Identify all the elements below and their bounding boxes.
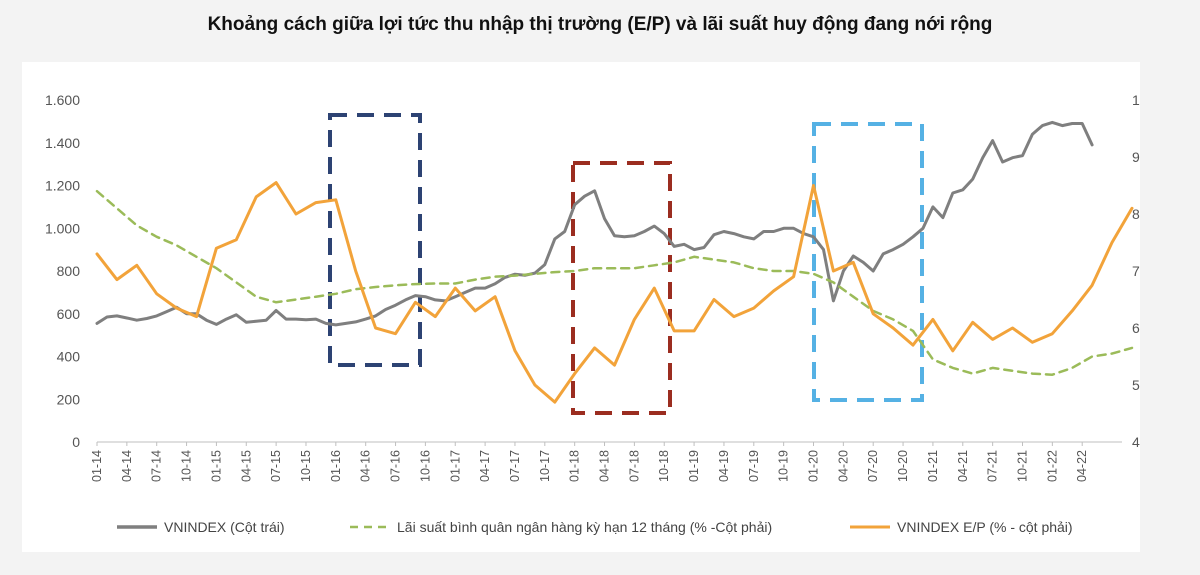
right-tick-label: 5%	[1132, 377, 1140, 393]
right-tick-label: 10%	[1132, 92, 1140, 108]
x-tick-label: 07-21	[986, 450, 1000, 482]
x-tick-label: 10-20	[896, 450, 910, 482]
highlight-box-2016	[328, 113, 422, 367]
series-vnindex	[95, 120, 1094, 327]
left-tick-label: 0	[72, 434, 80, 450]
x-tick-label: 01-16	[329, 450, 343, 482]
x-tick-label: 04-22	[1075, 450, 1089, 482]
x-tick-label: 01-22	[1045, 450, 1059, 482]
x-tick-label: 10-15	[299, 450, 313, 482]
legend: VNINDEX (Cột trái) Lãi suất bình quân ng…	[117, 519, 1073, 535]
legend-label-vnindex: VNINDEX (Cột trái)	[164, 519, 285, 535]
right-axis-ticks: 4% 5% 6% 7% 8% 9% 10%	[1132, 92, 1140, 450]
x-tick-label: 07-20	[866, 450, 880, 482]
right-tick-label: 9%	[1132, 149, 1140, 165]
x-tick-label: 10-14	[180, 450, 194, 482]
left-tick-label: 1.000	[45, 220, 80, 236]
x-tick-label: 07-16	[389, 450, 403, 482]
x-tick-label: 07-14	[150, 450, 164, 482]
left-tick-label: 1.400	[45, 135, 80, 151]
highlight-boxes	[328, 113, 924, 415]
highlight-box-2018	[571, 161, 672, 415]
x-tick-label: 07-17	[508, 450, 522, 482]
x-tick-label: 04-16	[359, 450, 373, 482]
x-tick-label: 10-19	[777, 450, 791, 482]
left-tick-label: 600	[57, 306, 81, 322]
x-tick-label: 01-14	[90, 450, 104, 482]
x-tick-label: 10-18	[657, 450, 671, 482]
legend-label-deposit-rate: Lãi suất bình quân ngân hàng kỳ hạn 12 t…	[397, 519, 772, 535]
left-tick-label: 1.200	[45, 178, 80, 194]
line-chart: 0 200 400 600 800 1.000 1.200 1.400 1.600 4% 5% 6%…	[45, 92, 1140, 535]
left-tick-label: 400	[57, 349, 81, 365]
x-tick-label: 01-15	[209, 450, 223, 482]
right-tick-label: 7%	[1132, 263, 1140, 279]
left-axis-ticks: 0 200 400 600 800 1.000 1.200 1.400 1.600	[45, 92, 80, 450]
x-tick-label: 04-19	[717, 450, 731, 482]
x-tick-label: 04-15	[239, 450, 253, 482]
x-tick-label: 04-20	[836, 450, 850, 482]
x-tick-label: 10-16	[418, 450, 432, 482]
series-deposit-rate	[95, 189, 1134, 376]
highlight-box-2020	[812, 122, 924, 402]
x-axis-ticks: 01-14 04-14 07-14 10-14 01-15 04-15 07-15 10-15…	[90, 442, 1089, 482]
x-tick-label: 07-18	[627, 450, 641, 482]
left-tick-label: 200	[57, 391, 81, 407]
x-tick-label: 04-14	[120, 450, 134, 482]
x-tick-label: 04-17	[478, 450, 492, 482]
series-layer	[95, 120, 1134, 404]
x-tick-label: 04-18	[598, 450, 612, 482]
series-ep	[95, 181, 1134, 404]
x-tick-label: 01-21	[926, 450, 940, 482]
x-tick-label: 04-21	[956, 450, 970, 482]
legend-label-ep: VNINDEX E/P (% - cột phải)	[897, 519, 1073, 535]
x-tick-label: 07-19	[747, 450, 761, 482]
right-tick-label: 8%	[1132, 206, 1140, 222]
x-tick-label: 07-15	[269, 450, 283, 482]
x-tick-label: 01-20	[807, 450, 821, 482]
chart-title: Khoảng cách giữa lợi tức thu nhập thị tr…	[207, 14, 993, 35]
x-tick-label: 10-21	[1015, 450, 1029, 482]
x-tick-label: 10-17	[538, 450, 552, 482]
right-tick-label: 6%	[1132, 320, 1140, 336]
right-tick-label: 4%	[1132, 434, 1140, 450]
x-tick-label: 01-17	[448, 450, 462, 482]
left-tick-label: 800	[57, 263, 81, 279]
x-tick-label: 01-18	[568, 450, 582, 482]
x-tick-label: 01-19	[687, 450, 701, 482]
chart-panel: 0 200 400 600 800 1.000 1.200 1.400 1.600 4% 5% 6%…	[22, 62, 1140, 552]
left-tick-label: 1.600	[45, 92, 80, 108]
